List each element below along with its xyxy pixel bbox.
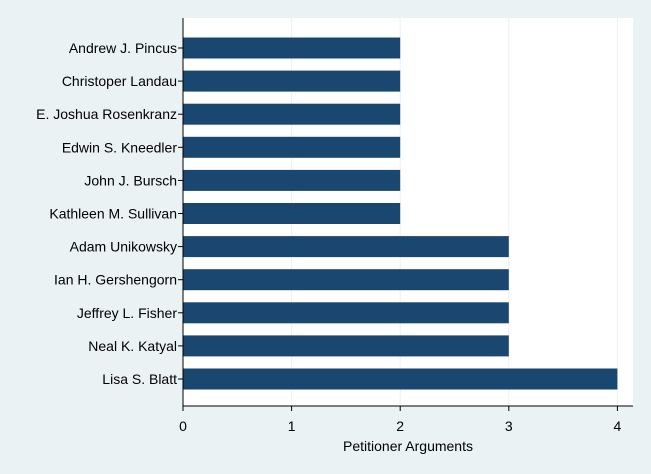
bar — [183, 37, 401, 59]
category-label: Edwin S. Kneedler — [62, 139, 178, 155]
category-label: John J. Bursch — [84, 172, 177, 188]
bar — [183, 203, 401, 224]
bar — [183, 169, 401, 191]
category-label: Christoper Landau — [62, 73, 177, 89]
x-tick-label: 4 — [614, 418, 622, 434]
bar — [183, 136, 401, 158]
bar — [183, 103, 401, 125]
category-label: Andrew J. Pincus — [69, 40, 177, 56]
bar — [183, 236, 509, 258]
bar — [183, 269, 509, 291]
x-axis-title: Petitioner Arguments — [343, 438, 473, 454]
bar — [183, 70, 401, 92]
x-tick-label: 1 — [288, 418, 296, 434]
category-label: Jeffrey L. Fisher — [77, 305, 177, 321]
x-tick-label: 2 — [396, 418, 404, 434]
category-label: Adam Unikowsky — [70, 239, 177, 255]
category-labels: Andrew J. Pincus Christoper Landau E. Josh… — [36, 40, 183, 387]
category-label: Kathleen M. Sullivan — [49, 206, 177, 222]
category-label: Ian H. Gershengorn — [54, 272, 177, 288]
bar — [183, 335, 509, 357]
category-label: Neal K. Katyal — [88, 338, 177, 354]
bar — [183, 302, 509, 324]
bar — [183, 368, 618, 390]
x-tick-label: 3 — [505, 418, 513, 434]
bars — [183, 37, 618, 390]
category-label: E. Joshua Rosenkranz — [36, 106, 177, 122]
x-tick-label: 0 — [179, 418, 187, 434]
category-label: Lisa S. Blatt — [102, 371, 177, 387]
x-axis: 0 1 2 3 4 — [179, 18, 633, 434]
